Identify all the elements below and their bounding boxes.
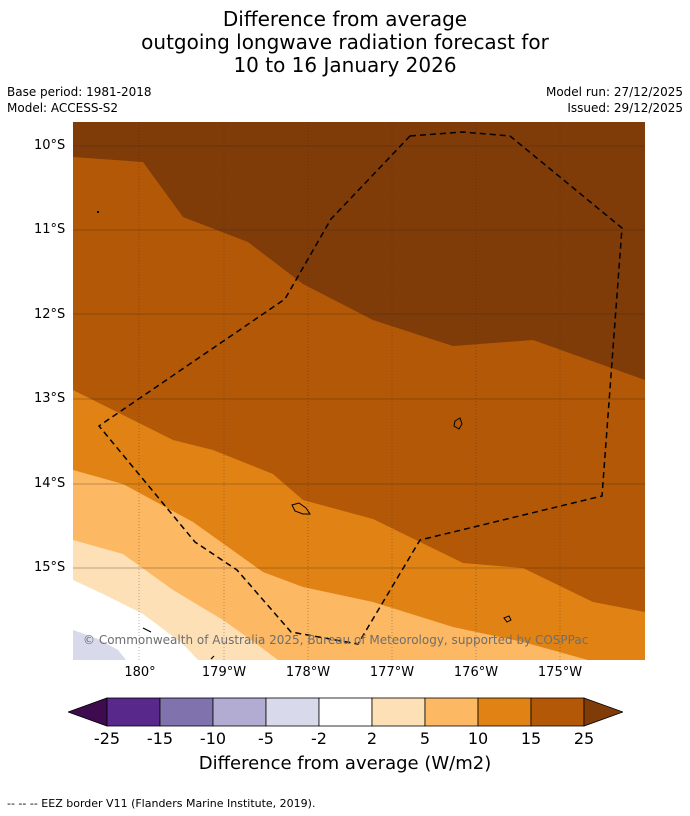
lon-label-180: 180°	[124, 665, 156, 680]
meta-left: Base period: 1981-2018 Model: ACCESS-S2	[7, 84, 152, 116]
lon-label-176w: 176°W	[453, 665, 499, 680]
chart-title: Difference from average outgoing longwav…	[0, 8, 690, 77]
colorbar-tick-5: 5	[419, 729, 431, 748]
colorbar-tick-15: 15	[520, 729, 542, 748]
lat-label-12s: 12°S	[34, 307, 66, 322]
lat-label-14s: 14°S	[34, 476, 66, 491]
lon-label-179w: 179°W	[201, 665, 247, 680]
island-dot-west	[97, 211, 99, 213]
colorbar-label: Difference from average (W/m2)	[198, 753, 492, 774]
colorbar	[68, 697, 623, 727]
lat-label-11s: 11°S	[34, 222, 66, 237]
footnote-eez: -- -- -- EEZ border V11 (Flanders Marine…	[7, 797, 316, 810]
model-name: Model: ACCESS-S2	[7, 101, 119, 115]
island-outline-east	[453, 417, 463, 430]
eez-border	[97, 131, 623, 645]
colorbar-extend-low	[68, 697, 108, 727]
white-region	[73, 580, 198, 660]
island-outline-bottom	[210, 655, 215, 660]
lat-label-10s: 10°S	[34, 138, 66, 153]
colorbar-tick-minus-2: -2	[311, 729, 327, 748]
colorbar-cell-6	[371, 697, 426, 727]
colorbar-cell-3	[212, 697, 267, 727]
lavender-region	[73, 630, 126, 660]
lon-label-177w: 177°W	[369, 665, 415, 680]
colorbar-tick-minus-5: -5	[258, 729, 274, 748]
model-run: Model run: 27/12/2025	[545, 85, 683, 99]
lon-label-178w: 178°W	[285, 665, 331, 680]
title-line-1: Difference from average	[222, 7, 468, 31]
island-outline-south	[503, 615, 512, 623]
colorbar-cells	[68, 697, 623, 727]
colorbar-cell-4	[265, 697, 320, 727]
graticule	[73, 122, 645, 660]
copyright-notice: © Commonwealth of Australia 2025, Bureau…	[83, 633, 589, 647]
island-outline-southwest	[142, 627, 152, 633]
lat-label-15s: 15°S	[34, 560, 66, 575]
lon-label-175w: 175°W	[537, 665, 583, 680]
colorbar-tick-25: 25	[573, 729, 595, 748]
base-period: Base period: 1981-2018	[7, 85, 152, 99]
colorbar-tick-10: 10	[467, 729, 489, 748]
forecast-map	[73, 122, 645, 660]
colorbar-cell-2	[159, 697, 214, 727]
island-outline-central	[291, 502, 311, 515]
lat-label-13s: 13°S	[34, 391, 66, 406]
colorbar-cell-9	[530, 697, 585, 727]
colorbar-cell-1	[106, 697, 161, 727]
issued-date: Issued: 29/12/2025	[567, 101, 683, 115]
colorbar-tick-minus-10: -10	[199, 729, 227, 748]
colorbar-cell-5	[318, 697, 373, 727]
colorbar-cell-8	[477, 697, 532, 727]
colorbar-cell-7	[424, 697, 479, 727]
colorbar-extend-high	[583, 697, 623, 727]
title-line-2: outgoing longwave radiation forecast for	[141, 30, 549, 54]
colorbar-tick-minus-15: -15	[146, 729, 174, 748]
colorbar-tick-2: 2	[366, 729, 378, 748]
meta-right: Model run: 27/12/2025 Issued: 29/12/2025	[546, 84, 683, 116]
title-line-3: 10 to 16 January 2026	[233, 53, 457, 77]
colorbar-tick-minus-25: -25	[93, 729, 121, 748]
